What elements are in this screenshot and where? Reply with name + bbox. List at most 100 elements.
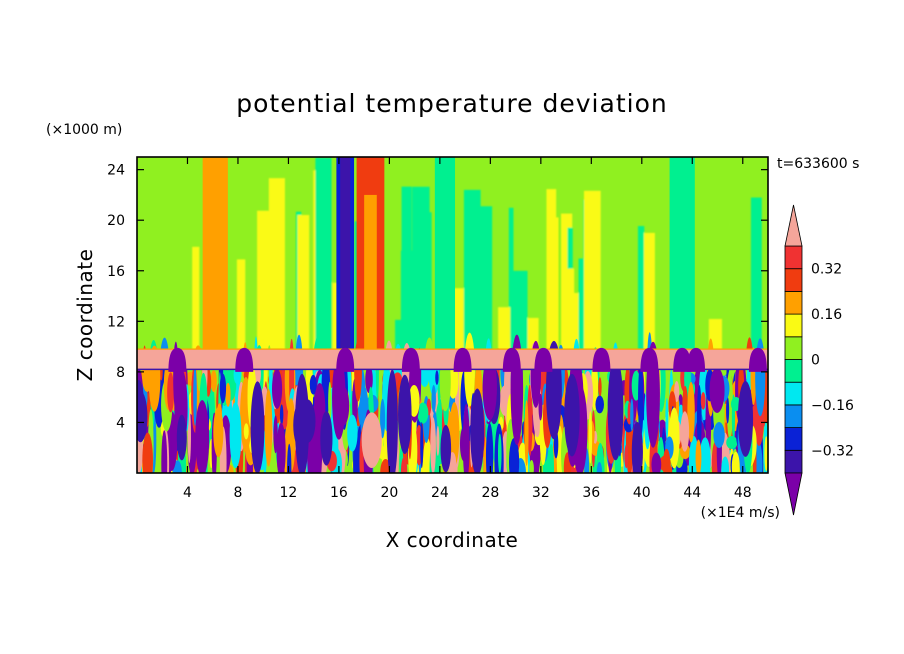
turbulence-cell xyxy=(213,407,224,458)
turbulence-cell xyxy=(497,433,502,473)
inversion-band xyxy=(137,349,768,370)
upper-streaks xyxy=(192,157,762,350)
downdraft-cell xyxy=(631,422,643,473)
y-tick-label: 4 xyxy=(116,415,125,431)
x-tick-label: 20 xyxy=(380,485,398,501)
turbulence-cell xyxy=(764,436,768,472)
y-tick-label: 20 xyxy=(107,213,125,229)
downdraft-cell xyxy=(398,374,412,455)
upper-streak xyxy=(463,189,481,350)
turbulence-cell xyxy=(328,381,332,422)
turbulence-cell xyxy=(726,435,738,450)
turbulence-cell xyxy=(695,439,702,473)
plume xyxy=(534,347,553,372)
turbulence-cell xyxy=(674,381,680,403)
warm-core xyxy=(364,194,377,350)
downdraft-cell xyxy=(320,411,333,466)
turbulence-cell xyxy=(264,388,273,467)
chart-title: potential temperature deviation xyxy=(236,89,667,118)
colorbar-segment xyxy=(784,313,803,338)
plume xyxy=(401,347,420,372)
upper-streak xyxy=(420,212,432,350)
upper-streak xyxy=(395,319,406,350)
downdraft-cell xyxy=(607,357,624,461)
plume xyxy=(453,347,472,372)
x-tick-label: 4 xyxy=(183,485,192,501)
turbulence-cell xyxy=(726,397,730,424)
downdraft-cell xyxy=(482,354,497,421)
turbulence-cell xyxy=(217,403,222,421)
upper-streak xyxy=(354,221,358,350)
downdraft-cell xyxy=(564,373,580,457)
turbulence-cell xyxy=(687,381,695,443)
feature-column xyxy=(434,157,456,350)
y-axis: 4 8 12 16 20 24 xyxy=(107,163,768,431)
downdraft-cell xyxy=(250,381,265,473)
turbulence-cell xyxy=(400,457,408,473)
colorbar-tick-label: −0.16 xyxy=(811,398,854,414)
upper-streak xyxy=(750,197,762,350)
turbulence-cell xyxy=(548,443,555,473)
turbulence-cell xyxy=(380,398,386,439)
turbulence-cell xyxy=(279,404,284,426)
y-tick-label: 8 xyxy=(116,365,125,381)
turbulence-cell xyxy=(538,393,543,421)
turbulence-cell xyxy=(287,443,292,473)
upper-streak xyxy=(400,250,420,350)
colorbar-segment xyxy=(784,290,803,315)
y-tick-label: 16 xyxy=(107,264,125,280)
upper-streak xyxy=(257,210,270,350)
turbulence-cell xyxy=(229,402,242,469)
cold-core xyxy=(340,157,351,350)
x-tick-label: 48 xyxy=(734,485,752,501)
y-unit-label: (×1000 m) xyxy=(46,122,122,138)
downdraft-cell xyxy=(737,381,754,457)
colorbar-segment xyxy=(784,336,803,360)
time-label: t=633600 s xyxy=(777,156,859,172)
turbulence-cell xyxy=(665,397,669,439)
plume xyxy=(592,347,611,372)
colorbar-segment xyxy=(784,268,803,292)
turbulence-cell xyxy=(243,423,249,440)
upper-streak xyxy=(578,258,586,350)
x-tick-label: 24 xyxy=(431,485,449,501)
turbulence-cell xyxy=(508,437,520,473)
turbulence-cell xyxy=(595,395,604,414)
turbulence-cell xyxy=(417,402,429,424)
turbulence-cell xyxy=(596,462,603,473)
turbulence-cell xyxy=(485,422,494,473)
downdraft-cell xyxy=(195,400,210,473)
turbulence-cell xyxy=(588,410,593,464)
colorbar-segment xyxy=(784,245,803,270)
turbulence-cell xyxy=(721,456,730,473)
turbulence-cell xyxy=(435,370,439,385)
plume xyxy=(640,347,659,372)
turbulence-cell xyxy=(273,415,278,454)
downdraft-cell xyxy=(470,388,485,473)
plume xyxy=(748,347,767,372)
upper-streak xyxy=(297,215,310,350)
colorbar-segment xyxy=(784,449,803,474)
downdraft-cell xyxy=(176,414,187,461)
x-tick-label: 44 xyxy=(683,485,701,501)
colorbar-segment xyxy=(784,404,803,428)
turbulence-cell xyxy=(529,460,534,473)
plot-area xyxy=(137,157,768,473)
turbulence-cell xyxy=(219,373,227,404)
colorbar: 0.32 0.16 0 −0.16 −0.32 xyxy=(784,204,854,516)
colorbar-tick-label: −0.32 xyxy=(811,443,854,459)
downdraft-cell xyxy=(440,424,452,473)
turbulence-cell xyxy=(680,411,690,452)
turbulence-cell xyxy=(651,452,662,473)
x-tick-label: 36 xyxy=(582,485,600,501)
upper-streak xyxy=(268,178,285,350)
x-tick-label: 28 xyxy=(481,485,499,501)
turbulence-cell xyxy=(347,414,358,452)
turbulence-cell xyxy=(431,384,436,413)
turbulence-cell xyxy=(210,370,217,392)
x-tick-label: 40 xyxy=(633,485,651,501)
turbulence-cell xyxy=(430,417,436,473)
turbulence-cell xyxy=(167,372,175,413)
colorbar-min-arrow xyxy=(784,472,803,516)
